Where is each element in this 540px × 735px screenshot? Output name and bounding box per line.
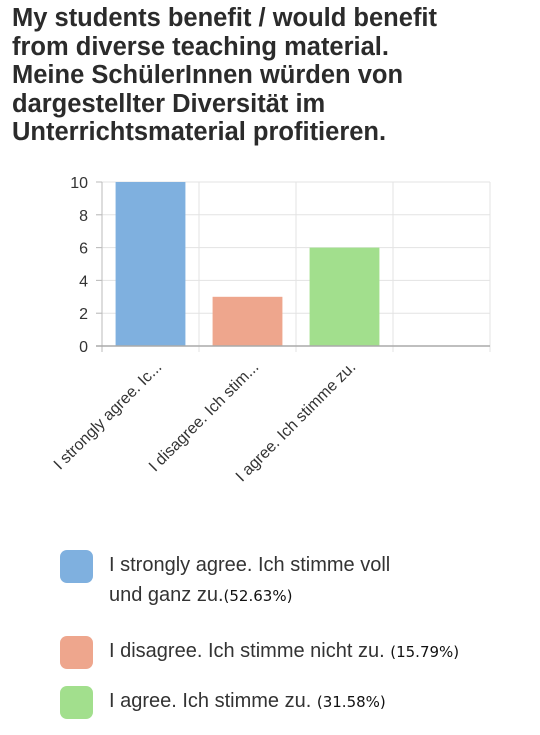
legend-label-line: und ganz zu. <box>109 584 224 606</box>
legend-swatch <box>60 550 93 583</box>
legend-item-strongly-agree[interactable]: I strongly agree. Ich stimme voll und ga… <box>60 550 390 611</box>
y-tick-label: 6 <box>79 241 88 258</box>
legend-label-line: I disagree. Ich stimme nicht zu. <box>109 640 385 662</box>
y-tick-label: 2 <box>79 306 88 323</box>
legend-percent: (52.63%) <box>223 587 293 605</box>
y-tick-label: 10 <box>70 175 88 192</box>
legend-label: I disagree. Ich stimme nicht zu. (15.79%… <box>109 636 459 667</box>
y-tick-label: 0 <box>79 339 88 356</box>
bar-chart: 0 2 4 6 8 10 I strongly agree. Ic...I disagree… <box>51 175 491 485</box>
legend-percent: (31.58%) <box>316 693 386 711</box>
y-tick-label: 4 <box>79 273 88 290</box>
title-line: dargestellter Diversität im <box>12 89 326 118</box>
x-tick-label: I strongly agree. Ic... <box>51 359 166 474</box>
legend-label-line: I agree. Ich stimme zu. <box>109 690 312 712</box>
bar-1 <box>115 182 186 346</box>
legend-percent: (15.79%) <box>390 643 460 661</box>
y-tick-label: 8 <box>79 208 88 225</box>
title-line: Unterrichtsmaterial profitieren. <box>12 118 387 146</box>
legend-swatch <box>60 636 93 669</box>
legend-label-line: I strongly agree. Ich stimme voll <box>109 554 391 576</box>
legend-label: I strongly agree. Ich stimme voll und ga… <box>109 550 390 611</box>
chart-title: My students benefit / would benefit from… <box>12 4 532 147</box>
legend-item-agree[interactable]: I agree. Ich stimme zu. (31.58%) <box>60 686 386 719</box>
x-tick-label: I disagree. Ich stim... <box>146 359 262 475</box>
legend-label: I agree. Ich stimme zu. (31.58%) <box>109 686 386 717</box>
legend-swatch <box>60 686 93 719</box>
bar-3 <box>309 247 380 346</box>
bar-2 <box>212 296 283 346</box>
title-line: from diverse teaching material. <box>12 32 389 61</box>
title-line: Meine SchülerInnen würden von <box>12 61 404 89</box>
legend-item-disagree[interactable]: I disagree. Ich stimme nicht zu. (15.79%… <box>60 636 459 669</box>
title-line: My students benefit / would benefit <box>12 4 438 32</box>
